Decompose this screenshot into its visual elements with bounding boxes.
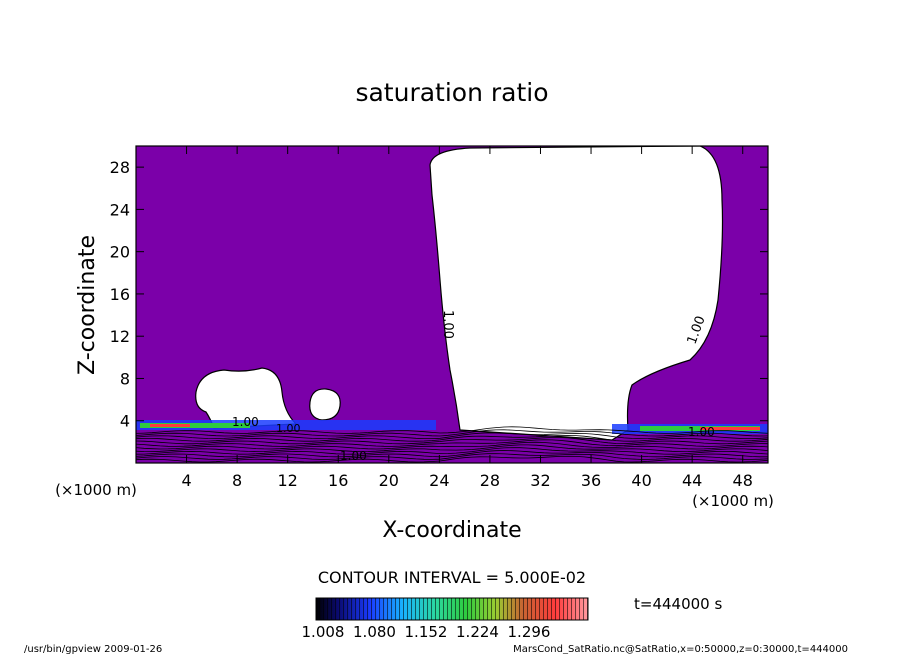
contour-interval: CONTOUR INTERVAL = 5.000E-02 <box>318 568 586 587</box>
contour-label: 1.00 <box>440 310 455 339</box>
footer-right: MarsCond_SatRatio.nc@SatRatio,x=0:50000,… <box>513 644 848 654</box>
y-tick-label: 12 <box>110 327 130 346</box>
unsaturated-blob <box>309 388 341 421</box>
x-tick-label: 20 <box>379 471 399 490</box>
y-tick-label: 20 <box>110 243 130 262</box>
colorbar-frame <box>315 597 589 621</box>
contour-label: 1.00 <box>340 449 367 463</box>
x-tick-label: 48 <box>733 471 753 490</box>
surface-contour-line <box>136 426 768 434</box>
x-tick-label: 36 <box>581 471 601 490</box>
x-tick-label: 12 <box>278 471 298 490</box>
x-tick-label: 44 <box>682 471 702 490</box>
colorbar-label: 1.296 <box>508 623 551 641</box>
y-axis-label: Z-coordinate <box>75 235 100 375</box>
y-tick-label: 28 <box>110 158 130 177</box>
footer-left: /usr/bin/gpview 2009-01-26 <box>24 644 162 654</box>
y-unit-label: (×1000 m) <box>55 481 137 499</box>
colorbar-label: 1.224 <box>456 623 499 641</box>
x-tick-label: 4 <box>181 471 191 490</box>
colorbar-label: 1.080 <box>353 623 396 641</box>
x-tick-label: 28 <box>480 471 500 490</box>
x-unit-label: (×1000 m) <box>692 492 774 510</box>
surface-contour-line <box>136 432 768 440</box>
surface-contour-line <box>136 434 768 442</box>
surface-contour-line <box>136 444 768 453</box>
colorbar-stripes <box>316 598 588 620</box>
surface-contour-line <box>136 429 768 437</box>
surface-contour-line <box>136 453 768 460</box>
band-green-left <box>140 423 250 428</box>
band-blue-left <box>136 420 436 430</box>
surface-contours <box>136 426 768 463</box>
surface-contour-line <box>136 455 768 463</box>
surface-contour-line <box>136 450 768 458</box>
chart-title: saturation ratio <box>355 78 548 107</box>
x-axis-label: X-coordinate <box>382 518 521 543</box>
band-red-left <box>150 424 190 427</box>
contour-label: 1.00 <box>688 425 715 439</box>
band-red-right <box>700 427 760 430</box>
unsaturated-region-left <box>195 367 298 429</box>
surface-contour-line <box>136 441 768 450</box>
x-tick-label: 24 <box>429 471 449 490</box>
colorbar-labels: 1.008 1.080 1.152 1.224 1.296 <box>302 623 551 641</box>
time-label: t=444000 s <box>634 595 722 613</box>
contour-label: 1.00 <box>232 415 259 429</box>
x-tick-label: 8 <box>232 471 242 490</box>
surface-contour-line <box>136 439 768 447</box>
plot-area <box>136 146 768 463</box>
plot-frame <box>135 145 769 464</box>
y-axis: 4 8 12 16 20 24 28 <box>110 158 768 431</box>
surface-contour-line <box>136 447 768 455</box>
colorbar-label: 1.008 <box>302 623 345 641</box>
unsaturated-region-center <box>429 146 724 441</box>
y-tick-label: 16 <box>110 285 130 304</box>
y-tick-label: 8 <box>120 369 130 388</box>
y-tick-label: 24 <box>110 200 130 219</box>
x-tick-label: 16 <box>328 471 348 490</box>
colorbar-label: 1.152 <box>405 623 448 641</box>
contour-label: 1.00 <box>276 422 301 435</box>
x-tick-label: 32 <box>530 471 550 490</box>
x-axis: 4 8 12 16 20 24 28 32 36 40 44 48 <box>181 146 753 490</box>
x-tick-label: 40 <box>631 471 651 490</box>
y-tick-label: 4 <box>120 412 130 431</box>
surface-contour-line <box>136 437 768 445</box>
